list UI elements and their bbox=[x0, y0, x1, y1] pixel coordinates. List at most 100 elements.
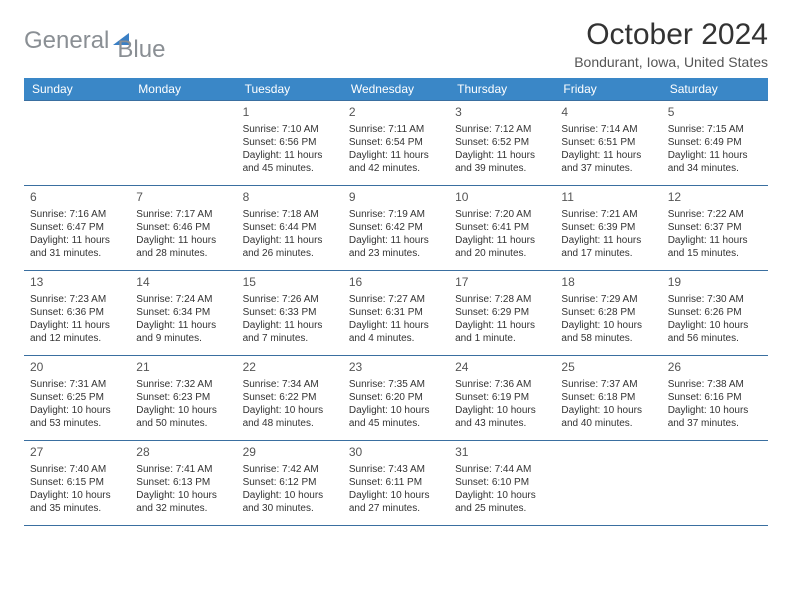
day-info-line: Sunset: 6:16 PM bbox=[668, 391, 762, 404]
calendar-week: 13Sunrise: 7:23 AMSunset: 6:36 PMDayligh… bbox=[24, 271, 768, 356]
day-info-line: Daylight: 10 hours bbox=[561, 404, 655, 417]
day-info-line: and 37 minutes. bbox=[561, 162, 655, 175]
day-info-line: Sunrise: 7:32 AM bbox=[136, 378, 230, 391]
day-info-line: Sunset: 6:39 PM bbox=[561, 221, 655, 234]
day-info-line: Sunset: 6:15 PM bbox=[30, 476, 124, 489]
day-info-line: Sunrise: 7:10 AM bbox=[243, 123, 337, 136]
day-info-line: and 48 minutes. bbox=[243, 417, 337, 430]
day-info-line: and 25 minutes. bbox=[455, 502, 549, 515]
calendar-week: 27Sunrise: 7:40 AMSunset: 6:15 PMDayligh… bbox=[24, 441, 768, 526]
day-header-wednesday: Wednesday bbox=[343, 78, 449, 100]
day-info-line: Sunrise: 7:43 AM bbox=[349, 463, 443, 476]
day-info-line: Sunrise: 7:31 AM bbox=[30, 378, 124, 391]
day-info-line: Daylight: 11 hours bbox=[30, 319, 124, 332]
day-number: 4 bbox=[561, 105, 655, 121]
day-info-line: Sunset: 6:54 PM bbox=[349, 136, 443, 149]
day-info-line: Sunset: 6:47 PM bbox=[30, 221, 124, 234]
calendar-header-row: Sunday Monday Tuesday Wednesday Thursday… bbox=[24, 78, 768, 100]
day-info-line: Sunrise: 7:22 AM bbox=[668, 208, 762, 221]
day-info-line: and 7 minutes. bbox=[243, 332, 337, 345]
day-info-line: and 39 minutes. bbox=[455, 162, 549, 175]
day-info-line: and 9 minutes. bbox=[136, 332, 230, 345]
logo: General Blue bbox=[24, 18, 165, 64]
day-info-line: Sunrise: 7:30 AM bbox=[668, 293, 762, 306]
day-info-line: and 20 minutes. bbox=[455, 247, 549, 260]
day-info-line: and 17 minutes. bbox=[561, 247, 655, 260]
day-info-line: Sunset: 6:46 PM bbox=[136, 221, 230, 234]
day-info-line: Daylight: 10 hours bbox=[455, 489, 549, 502]
calendar-day: 3Sunrise: 7:12 AMSunset: 6:52 PMDaylight… bbox=[449, 101, 555, 185]
day-info-line: and 30 minutes. bbox=[243, 502, 337, 515]
day-info-line: Daylight: 10 hours bbox=[243, 404, 337, 417]
location-text: Bondurant, Iowa, United States bbox=[574, 54, 768, 70]
day-number: 13 bbox=[30, 275, 124, 291]
day-info-line: and 34 minutes. bbox=[668, 162, 762, 175]
calendar-day: 5Sunrise: 7:15 AMSunset: 6:49 PMDaylight… bbox=[662, 101, 768, 185]
day-info-line: Daylight: 10 hours bbox=[668, 319, 762, 332]
calendar-day: 26 Sunrise: 7:38 AMSunset: 6:16 PMDayligh… bbox=[662, 356, 768, 440]
day-info-line: Sunrise: 7:19 AM bbox=[349, 208, 443, 221]
day-info-line: and 4 minutes. bbox=[349, 332, 443, 345]
day-info-line: and 43 minutes. bbox=[455, 417, 549, 430]
calendar-day: 17Sunrise: 7:28 AMSunset: 6:29 PMDayligh… bbox=[449, 271, 555, 355]
day-info-line: Sunset: 6:56 PM bbox=[243, 136, 337, 149]
day-info-line: and 23 minutes. bbox=[349, 247, 443, 260]
calendar-day: 10Sunrise: 7:20 AMSunset: 6:41 PMDayligh… bbox=[449, 186, 555, 270]
day-info-line: Sunset: 6:52 PM bbox=[455, 136, 549, 149]
day-info-line: Daylight: 11 hours bbox=[243, 234, 337, 247]
day-info-line: Daylight: 11 hours bbox=[668, 149, 762, 162]
day-info-line: Sunset: 6:13 PM bbox=[136, 476, 230, 489]
calendar-day: 21Sunrise: 7:32 AMSunset: 6:23 PMDayligh… bbox=[130, 356, 236, 440]
day-info-line: Daylight: 10 hours bbox=[30, 404, 124, 417]
day-info-line: Sunset: 6:41 PM bbox=[455, 221, 549, 234]
day-info-line: Sunrise: 7:35 AM bbox=[349, 378, 443, 391]
day-number: 31 bbox=[455, 445, 549, 461]
day-number: 8 bbox=[243, 190, 337, 206]
day-info-line: Sunset: 6:11 PM bbox=[349, 476, 443, 489]
day-info-line: Sunrise: 7:15 AM bbox=[668, 123, 762, 136]
day-info-line: Sunset: 6:49 PM bbox=[668, 136, 762, 149]
calendar-day: 24Sunrise: 7:36 AMSunset: 6:19 PMDayligh… bbox=[449, 356, 555, 440]
day-number: 7 bbox=[136, 190, 230, 206]
logo-text-2: Blue bbox=[117, 36, 165, 64]
day-info-line: Sunrise: 7:14 AM bbox=[561, 123, 655, 136]
calendar-day: 8Sunrise: 7:18 AMSunset: 6:44 PMDaylight… bbox=[237, 186, 343, 270]
day-info-line: Sunset: 6:44 PM bbox=[243, 221, 337, 234]
calendar-day: 7Sunrise: 7:17 AMSunset: 6:46 PMDaylight… bbox=[130, 186, 236, 270]
day-number: 3 bbox=[455, 105, 549, 121]
calendar-day: 31Sunrise: 7:44 AMSunset: 6:10 PMDayligh… bbox=[449, 441, 555, 525]
day-number: 6 bbox=[30, 190, 124, 206]
calendar: Sunday Monday Tuesday Wednesday Thursday… bbox=[24, 78, 768, 526]
day-info-line: Daylight: 11 hours bbox=[455, 234, 549, 247]
day-info-line: and 28 minutes. bbox=[136, 247, 230, 260]
day-number: 10 bbox=[455, 190, 549, 206]
day-info-line: and 50 minutes. bbox=[136, 417, 230, 430]
day-info-line: Sunrise: 7:36 AM bbox=[455, 378, 549, 391]
day-info-line: Sunset: 6:34 PM bbox=[136, 306, 230, 319]
day-info-line: Sunrise: 7:38 AM bbox=[668, 378, 762, 391]
calendar-blank bbox=[130, 101, 236, 185]
calendar-day: 15Sunrise: 7:26 AMSunset: 6:33 PMDayligh… bbox=[237, 271, 343, 355]
calendar-body: 1 Sunrise: 7:10 AMSunset: 6:56 PM Daylight… bbox=[24, 100, 768, 526]
day-info-line: Daylight: 10 hours bbox=[136, 489, 230, 502]
day-info-line: Daylight: 11 hours bbox=[455, 319, 549, 332]
day-info-line: Sunrise: 7:41 AM bbox=[136, 463, 230, 476]
day-number: 2 bbox=[349, 105, 443, 121]
calendar-day: 2Sunrise: 7:11 AMSunset: 6:54 PMDaylight… bbox=[343, 101, 449, 185]
day-info-line: Daylight: 10 hours bbox=[668, 404, 762, 417]
day-info-line: Sunrise: 7:42 AM bbox=[243, 463, 337, 476]
day-info-line: and 32 minutes. bbox=[136, 502, 230, 515]
calendar-day: 22Sunrise: 7:34 AMSunset: 6:22 PMDayligh… bbox=[237, 356, 343, 440]
day-info-line: Daylight: 11 hours bbox=[668, 234, 762, 247]
day-info-line: Sunset: 6:22 PM bbox=[243, 391, 337, 404]
calendar-week: 20Sunrise: 7:31 AMSunset: 6:25 PMDayligh… bbox=[24, 356, 768, 441]
day-number: 1 bbox=[243, 105, 337, 121]
day-number: 18 bbox=[561, 275, 655, 291]
day-number: 26 bbox=[668, 360, 762, 376]
day-info-line: Sunrise: 7:12 AM bbox=[455, 123, 549, 136]
day-info-line: Sunset: 6:12 PM bbox=[243, 476, 337, 489]
day-info-line: and 56 minutes. bbox=[668, 332, 762, 345]
day-info-line: Sunrise: 7:37 AM bbox=[561, 378, 655, 391]
day-number: 25 bbox=[561, 360, 655, 376]
day-info-line: Sunrise: 7:27 AM bbox=[349, 293, 443, 306]
